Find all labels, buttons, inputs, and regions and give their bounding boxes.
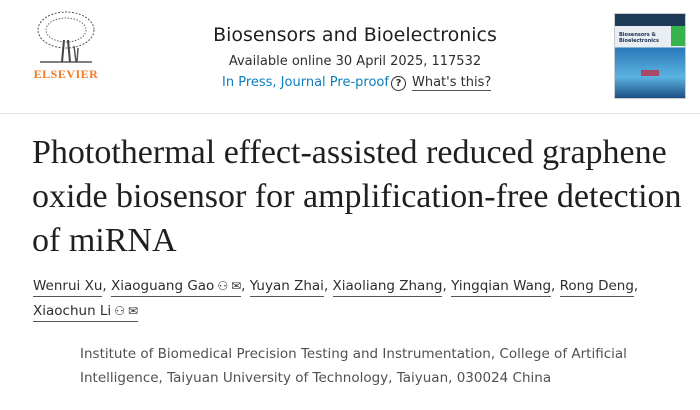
author-link[interactable]: Rong Deng [559, 278, 634, 297]
author-name: Yingqian Wang [451, 278, 552, 294]
author-link[interactable]: Xiaoguang Gao ⚇ ✉ [110, 278, 242, 297]
cover-title: Biosensors & Bioelectronics [619, 32, 659, 44]
elsevier-wordmark: ELSEVIER [33, 67, 99, 81]
whats-this-label: What's this? [412, 75, 492, 91]
author-name: Rong Deng [559, 278, 634, 294]
journal-title[interactable]: Biosensors and Bioelectronics [213, 24, 497, 46]
person-icon: ⚇ [217, 279, 229, 293]
question-circle-icon: ? [391, 75, 406, 91]
author-link[interactable]: Xiaoliang Zhang [332, 278, 443, 297]
author-link[interactable]: Yuyan Zhai [249, 278, 324, 297]
affiliation: Institute of Biomedical Precision Testin… [80, 346, 627, 386]
author-separator: , [551, 278, 556, 294]
person-icon: ⚇ [114, 304, 125, 318]
author-link[interactable]: Yingqian Wang [451, 278, 552, 297]
author-name: Xiaochun Li [33, 303, 112, 319]
elsevier-logo[interactable]: ELSEVIER [30, 10, 102, 82]
author-name: Xiaoguang Gao [110, 278, 215, 294]
author-name: Wenrui Xu [33, 278, 103, 294]
author-separator: , [442, 278, 447, 294]
author-name: Xiaoliang Zhang [332, 278, 443, 294]
author-separator: , [633, 278, 639, 294]
cover-green-block [671, 26, 685, 46]
envelope-icon: ✉ [231, 279, 242, 293]
author-name: Yuyan Zhai [249, 278, 324, 294]
author-separator: , [241, 278, 246, 294]
whats-this-link[interactable]: ? What's this? [391, 75, 492, 91]
article-title: Photothermal effect-assisted reduced gra… [32, 134, 682, 259]
availability-date: Available online 30 April 2025, 117532 [228, 54, 482, 69]
header-divider [0, 113, 700, 114]
journal-cover-image[interactable]: Biosensors & Bioelectronics [614, 13, 686, 99]
envelope-icon: ✉ [127, 304, 139, 318]
cover-red-block [641, 70, 659, 76]
tree-icon [37, 11, 95, 63]
author-link[interactable]: Xiaochun Li ⚇ ✉ [33, 303, 139, 322]
author-separator: , [323, 278, 329, 294]
author-link[interactable]: Wenrui Xu [33, 278, 103, 297]
author-separator: , [102, 278, 107, 294]
article-status: In Press, Journal Pre-proof [222, 75, 389, 90]
author-list: Wenrui Xu, Xiaoguang Gao ⚇ ✉, Yuyan Zhai, … [33, 274, 673, 324]
